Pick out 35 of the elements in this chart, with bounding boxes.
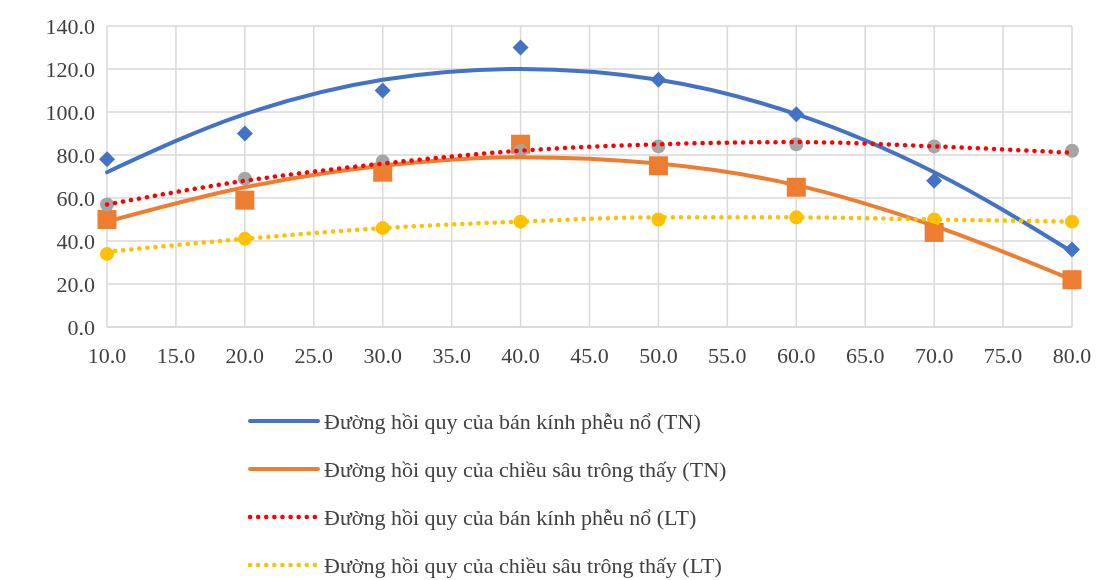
y-tick-label: 40.0	[56, 228, 95, 254]
x-tick-label: 10.0	[87, 343, 127, 368]
x-tick-label: 45.0	[570, 343, 609, 368]
x-tick-label: 60.0	[777, 343, 816, 368]
point	[1065, 143, 1079, 158]
x-tick-label: 30.0	[363, 343, 402, 368]
y-tick-label: 140.0	[45, 13, 95, 39]
x-tick-label: 65.0	[845, 343, 885, 368]
x-tick-label: 25.0	[294, 343, 334, 368]
y-tick-label: 80.0	[56, 142, 95, 168]
x-tick-label: 50.0	[639, 343, 678, 368]
point	[99, 151, 115, 168]
x-tick-label: 35.0	[432, 343, 471, 368]
point	[374, 82, 391, 99]
legend-label: Đường hồi quy của chiều sâu trông thấy (TN)	[324, 456, 727, 482]
y-tick-label: 100.0	[45, 99, 95, 125]
legend-label: Đường hồi quy của bán kính phễu nổ (TN)	[324, 408, 701, 434]
x-tick-label: 70.0	[914, 343, 954, 368]
point	[926, 172, 943, 189]
x-tick-label: 15.0	[156, 343, 196, 368]
point	[236, 125, 253, 142]
x-tick-label: 40.0	[501, 343, 540, 368]
y-tick-label: 120.0	[45, 56, 95, 82]
x-tick-label: 20.0	[225, 343, 265, 368]
legend-label: Đường hồi quy của bán kính phễu nổ (LT)	[324, 504, 697, 530]
point	[1065, 214, 1079, 229]
point	[235, 190, 255, 210]
point	[512, 39, 529, 56]
legend-label: Đường hồi quy của chiều sâu trông thấy (LT)	[324, 552, 722, 578]
y-tick-label: 20.0	[56, 271, 95, 297]
y-tick-label: 0.0	[67, 314, 95, 340]
x-tick-label: 80.0	[1052, 343, 1092, 368]
x-tick-label: 75.0	[983, 343, 1023, 368]
x-tick-label: 55.0	[708, 343, 747, 368]
y-tick-label: 60.0	[56, 185, 95, 211]
